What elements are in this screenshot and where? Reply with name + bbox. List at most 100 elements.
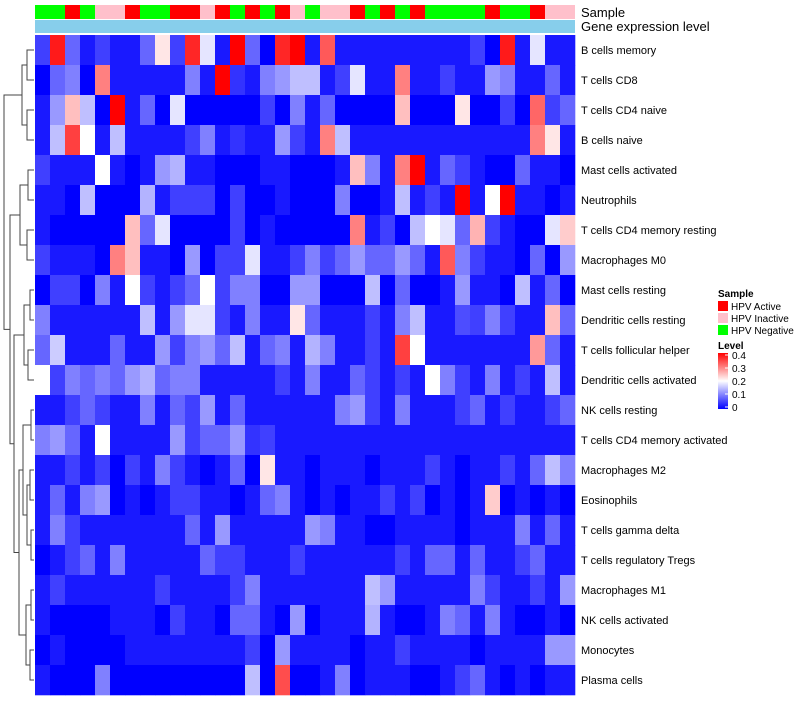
heatmap-cell (425, 95, 441, 126)
heatmap-cell (65, 245, 81, 276)
heatmap-cell (545, 395, 561, 426)
dendrogram-branch (27, 349, 34, 381)
heatmap-cell (440, 665, 456, 696)
heatmap-cell (260, 125, 276, 156)
heatmap-cell (35, 275, 51, 306)
heatmap-cell (140, 395, 156, 426)
heatmap-cell (380, 605, 396, 636)
heatmap-cell (365, 335, 381, 366)
heatmap-cell (305, 515, 321, 546)
heatmap-cell (350, 515, 366, 546)
heatmap-cell (380, 125, 396, 156)
heatmap-cell (260, 425, 276, 456)
sample-annotation-cell (290, 5, 305, 19)
heatmap-cell (440, 335, 456, 366)
heatmap-cell (260, 605, 276, 636)
heatmap-cell (230, 95, 246, 126)
heatmap-cell (260, 515, 276, 546)
heatmap-cell (545, 185, 561, 216)
heatmap-cell (290, 575, 306, 606)
heatmap-cell (425, 185, 441, 216)
heatmap-cell (305, 95, 321, 126)
heatmap-cell (395, 185, 411, 216)
heatmap-cell (335, 485, 351, 516)
heatmap-cell (200, 365, 216, 396)
heatmap-cell (365, 635, 381, 666)
heatmap-cell (35, 605, 51, 636)
heatmap-cell (470, 515, 486, 546)
heatmap-cell (440, 305, 456, 336)
heatmap-cell (200, 485, 216, 516)
heatmap-cell (320, 125, 336, 156)
row-label: B cells naive (581, 135, 643, 147)
heatmap-cell (185, 185, 201, 216)
heatmap-cell (155, 665, 171, 696)
heatmap-cell (170, 395, 186, 426)
heatmap-cell (290, 335, 306, 366)
sample-annotation-cell (320, 5, 335, 19)
heatmap-cell (560, 155, 576, 186)
sample-annotation-cell (470, 5, 485, 19)
heatmap-cell (275, 605, 291, 636)
heatmap-cell (185, 395, 201, 426)
heatmap-cell (335, 455, 351, 486)
heatmap-cell (110, 125, 126, 156)
heatmap-cell (125, 65, 141, 96)
heatmap-cell (350, 425, 366, 456)
heatmap-cell (185, 95, 201, 126)
heatmap-cell (170, 65, 186, 96)
heatmap-cell (50, 575, 66, 606)
heatmap-cell (365, 305, 381, 336)
heatmap-cell (425, 545, 441, 576)
heatmap-cell (350, 35, 366, 66)
heatmap-cell (305, 545, 321, 576)
heatmap-cell (80, 605, 96, 636)
sample-annotation-cell (305, 5, 320, 19)
heatmap-cell (500, 395, 516, 426)
heatmap-cell (515, 185, 531, 216)
heatmap-cell (320, 95, 336, 126)
heatmap-cell (365, 395, 381, 426)
heatmap-cell (455, 395, 471, 426)
dendrogram-branch (30, 529, 34, 561)
heatmap-cell (35, 305, 51, 336)
heatmap-cell (455, 185, 471, 216)
heatmap-cell (170, 125, 186, 156)
heatmap-cell (305, 35, 321, 66)
heatmap-cell (230, 635, 246, 666)
heatmap-cell (560, 425, 576, 456)
heatmap-cell (440, 125, 456, 156)
heatmap-cell (335, 515, 351, 546)
heatmap-cell (185, 245, 201, 276)
heatmap-cell (395, 425, 411, 456)
heatmap-cell (410, 515, 426, 546)
heatmap-cell (275, 365, 291, 396)
level-legend-gradient (718, 353, 728, 409)
heatmap-cell (320, 485, 336, 516)
heatmap-cell (410, 215, 426, 246)
heatmap-cell (320, 395, 336, 426)
heatmap-cell (275, 125, 291, 156)
heatmap-cell (410, 95, 426, 126)
heatmap-cell (170, 215, 186, 246)
heatmap-cell (125, 635, 141, 666)
heatmap-cell (260, 395, 276, 426)
row-label: Monocytes (581, 645, 635, 657)
heatmap-cell (95, 635, 111, 666)
heatmap-cell (50, 335, 66, 366)
heatmap-cell (290, 185, 306, 216)
heatmap-cell (425, 485, 441, 516)
heatmap-cell (485, 545, 501, 576)
heatmap-cell (395, 35, 411, 66)
heatmap-cell (530, 335, 546, 366)
heatmap-cell (455, 155, 471, 186)
heatmap-cell (305, 215, 321, 246)
heatmap-cell (455, 65, 471, 96)
heatmap-cell (35, 65, 51, 96)
heatmap-cell (80, 635, 96, 666)
heatmap-cell (380, 665, 396, 696)
heatmap-cell (260, 545, 276, 576)
heatmap-cell (200, 575, 216, 606)
heatmap-cell (395, 665, 411, 696)
heatmap-cell (530, 515, 546, 546)
